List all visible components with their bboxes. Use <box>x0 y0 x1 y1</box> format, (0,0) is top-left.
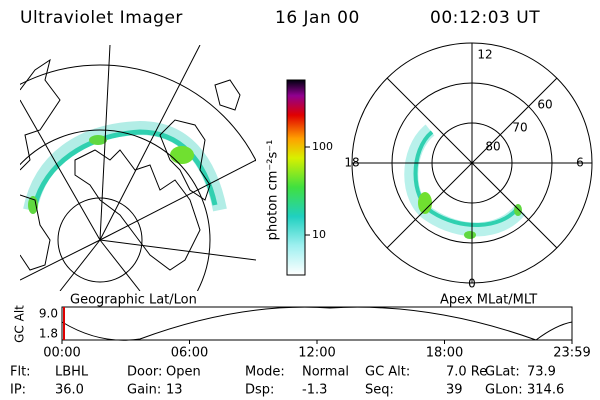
date: 16 Jan 00 <box>275 8 360 28</box>
info-value: 13 <box>166 383 183 398</box>
mlt-label: 12 <box>477 48 492 62</box>
orbit-curve <box>61 306 573 341</box>
title: Ultraviolet Imager <box>20 8 183 28</box>
info-label: Mode: <box>245 365 285 380</box>
colorbar-tick: 10 <box>312 228 326 241</box>
info-label: IP: <box>10 383 26 398</box>
lat-label: 70 <box>512 121 527 135</box>
mlt-label: 6 <box>576 156 584 170</box>
timeline-x-label: 23:59 <box>553 346 590 361</box>
colorbar-tick: 100 <box>312 140 333 153</box>
timeline-x-label: 06:00 <box>171 346 208 361</box>
mlt-label: 0 <box>468 277 476 291</box>
timeline-box <box>61 306 573 341</box>
lat-label: 60 <box>537 98 552 112</box>
info-value: 73.9 <box>527 365 556 380</box>
timeline-x-label: 18:00 <box>426 346 463 361</box>
lat-label: 80 <box>485 140 500 154</box>
info-label: GC Alt: <box>365 365 410 380</box>
geo-map <box>20 45 256 291</box>
apex-label: Apex MLat/MLT <box>440 293 537 308</box>
timeline-y-label: 9.0 <box>39 307 58 321</box>
info-value: 39 <box>446 383 463 398</box>
info-value: LBHL <box>55 365 89 380</box>
info-label: GLat: <box>485 365 520 380</box>
info-label: Seq: <box>365 383 394 398</box>
info-value: 36.0 <box>55 383 84 398</box>
info-label: Gain: <box>127 383 161 398</box>
timeline-x-label: 00:00 <box>43 346 80 361</box>
info-value: Normal <box>302 365 349 380</box>
info-label: GLon: <box>485 383 523 398</box>
info-value: -1.3 <box>302 383 327 398</box>
mlt-label: 18 <box>344 156 359 170</box>
timeline-axis-label: GC Alt <box>13 305 27 343</box>
timeline-y-label: 1.8 <box>39 327 58 341</box>
geo-label: Geographic Lat/Lon <box>70 293 197 308</box>
info-value: 7.0 Re <box>446 365 487 380</box>
apex-map <box>351 42 593 284</box>
info-value: Open <box>166 365 201 380</box>
time: 00:12:03 UT <box>430 8 540 28</box>
timeline-x-label: 12:00 <box>298 346 335 361</box>
info-value: 314.6 <box>527 383 564 398</box>
info-label: Door: <box>127 365 162 380</box>
info-label: Flt: <box>10 365 31 380</box>
colorbar-label: photon cm⁻²s⁻¹ <box>266 140 281 241</box>
info-label: Dsp: <box>245 383 274 398</box>
colorbar <box>286 79 306 276</box>
